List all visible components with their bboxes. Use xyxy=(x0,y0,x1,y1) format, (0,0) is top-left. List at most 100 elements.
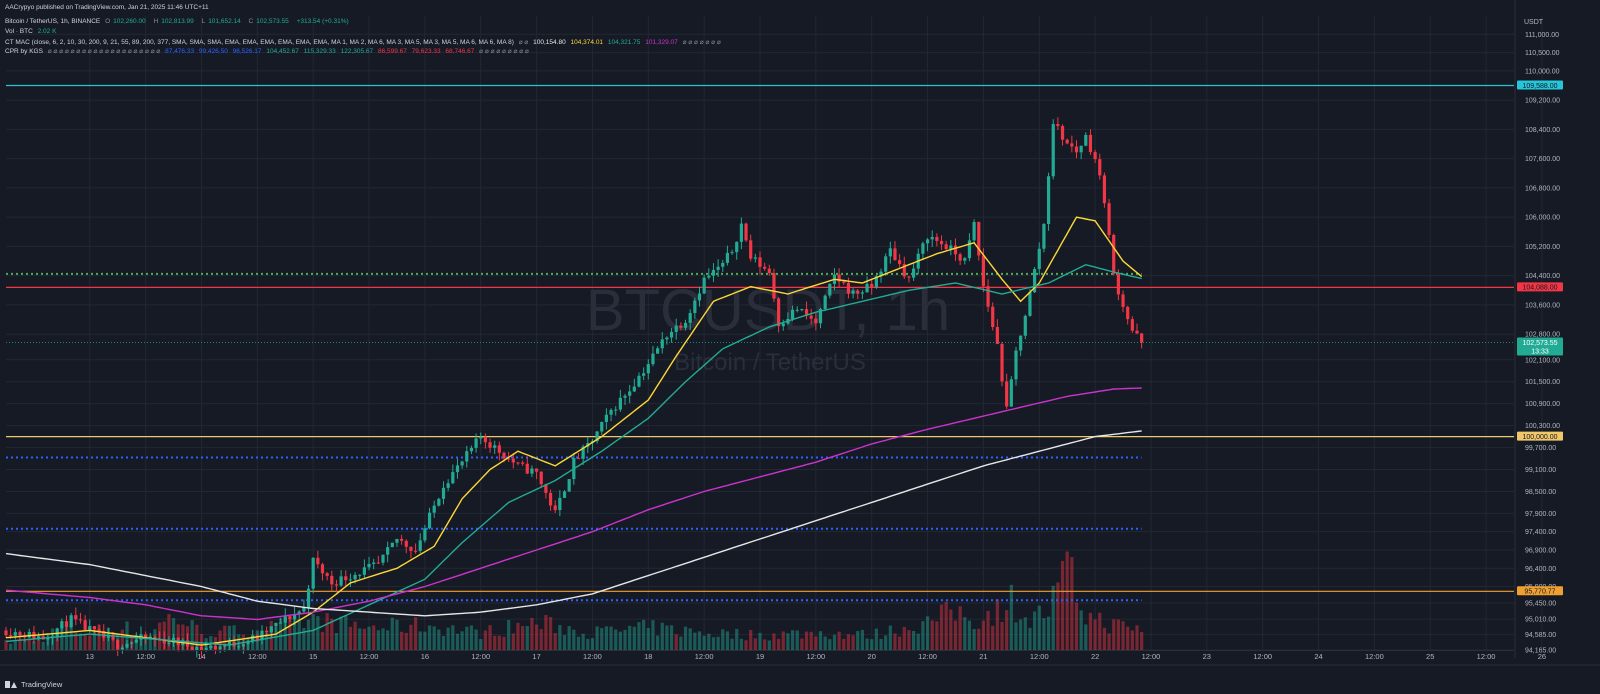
x-tick-label: 12:00 xyxy=(136,652,155,661)
candle-body xyxy=(637,375,641,387)
y-tick-label: 99,100.00 xyxy=(1525,467,1556,474)
candle-body xyxy=(837,274,841,282)
cpr-dots: ⌀ ⌀ ⌀ ⌀ ⌀ ⌀ ⌀ ⌀ ⌀ ⌀ ⌀ ⌀ ⌀ ⌀ ⌀ ⌀ ⌀ ⌀ ⌀ ⌀ xyxy=(47,48,161,55)
volume-value: 2.02 K xyxy=(37,28,57,35)
volume-bar xyxy=(525,625,529,650)
close-label: C xyxy=(248,18,254,25)
candle-body xyxy=(683,322,688,328)
volume-bar xyxy=(297,618,301,650)
candle-body xyxy=(97,629,101,632)
candle-body xyxy=(944,244,948,250)
candle-body xyxy=(870,283,874,288)
volume-bar xyxy=(651,620,655,650)
price-badge-bg xyxy=(1517,431,1563,441)
candle-body xyxy=(92,626,97,630)
volume-bar xyxy=(488,625,492,650)
candle-body xyxy=(669,331,674,338)
volume-bar xyxy=(167,614,171,650)
price-badge-label: 100,000.00 xyxy=(1522,434,1557,441)
candle-body xyxy=(697,293,702,301)
volume-bar xyxy=(1079,610,1083,650)
candle-body xyxy=(223,645,227,647)
time-axis: 13 12:00 14 12:00 15 12:00 16 12:00 17 12:00 18 12:… xyxy=(86,652,1546,661)
high-value: 102,813.99 xyxy=(161,18,194,25)
candle-body xyxy=(530,468,534,474)
ma-line xyxy=(5,263,1142,646)
volume-bar xyxy=(1042,618,1046,650)
volume-bar xyxy=(749,630,753,650)
candle-body xyxy=(46,637,50,640)
volume-bar xyxy=(851,635,855,650)
y-tick-label: 100,300.00 xyxy=(1525,423,1560,430)
volume-bar xyxy=(479,639,483,650)
mac-legend: CT MAC (close, 6, 2, 10, 30, 200, 9, 21,… xyxy=(5,38,724,46)
volume-bar xyxy=(660,622,664,650)
volume-bar xyxy=(1019,619,1023,650)
mac-value-2: 104,374.01 xyxy=(570,39,604,46)
candle-body xyxy=(502,452,506,459)
volume-bar xyxy=(944,601,948,650)
volume-bar xyxy=(497,635,501,650)
candle-body xyxy=(688,313,692,323)
candle-body xyxy=(539,471,543,485)
volume-bar xyxy=(562,635,567,650)
x-tick-label: 25 xyxy=(1426,652,1434,661)
y-tick-label: 111,000.00 xyxy=(1525,32,1559,39)
open-label: O xyxy=(105,18,111,25)
y-tick-label: 95,010.00 xyxy=(1525,617,1556,624)
volume-bar xyxy=(265,632,269,650)
mac-value-3: 104,321.75 xyxy=(607,39,641,46)
volume-bar xyxy=(1121,621,1125,650)
volume-bar xyxy=(521,626,525,650)
volume-bar xyxy=(939,604,944,650)
candle-body xyxy=(227,642,232,646)
candle-body xyxy=(1065,139,1069,144)
volume-bar xyxy=(227,625,232,650)
candle-body xyxy=(460,461,464,466)
volume-bar xyxy=(1023,617,1027,650)
volume-bar xyxy=(860,629,864,650)
candle-body xyxy=(930,237,934,240)
volume-bar xyxy=(716,636,720,650)
candle-body xyxy=(651,353,655,365)
volume-bar xyxy=(1033,611,1037,650)
volume-bar xyxy=(697,631,702,650)
y-tick-label: 94,585.00 xyxy=(1525,632,1556,639)
candle-body xyxy=(1079,145,1083,153)
candle-body xyxy=(493,445,497,448)
candle-body xyxy=(735,241,739,253)
tradingview-footer[interactable]: TradingView xyxy=(5,680,62,689)
volume-bar xyxy=(516,622,520,650)
candle-body xyxy=(334,584,339,586)
volume-bar xyxy=(925,616,930,650)
volume-bar xyxy=(409,624,413,650)
candle-body xyxy=(311,557,315,589)
candle-body xyxy=(274,622,278,627)
volume-bar xyxy=(781,631,785,650)
candle-body xyxy=(576,458,581,460)
x-tick-label: 24 xyxy=(1314,652,1322,661)
candle-body xyxy=(330,575,334,585)
volume-bar xyxy=(1070,557,1074,650)
volume-bar xyxy=(637,622,641,650)
volume-bar xyxy=(507,620,511,650)
x-tick-label: 12:00 xyxy=(1477,652,1496,661)
volume-bar xyxy=(786,633,790,650)
volume-bar xyxy=(92,630,97,650)
candle-body xyxy=(935,237,939,241)
volume-bar xyxy=(907,630,911,650)
candle-body xyxy=(153,636,157,639)
candle-body xyxy=(963,258,967,261)
ma-line xyxy=(5,216,1143,646)
volume-bar xyxy=(69,622,73,650)
y-tick-label: 102,100.00 xyxy=(1525,357,1560,364)
x-tick-label: 12:00 xyxy=(806,652,825,661)
candle-body xyxy=(1028,292,1032,316)
candle-body xyxy=(851,290,855,294)
volume-bar xyxy=(362,628,366,650)
volume-bar xyxy=(334,632,339,650)
x-tick-label: 18 xyxy=(644,652,652,661)
volume-bar xyxy=(1051,585,1055,650)
candle-body xyxy=(818,308,823,324)
